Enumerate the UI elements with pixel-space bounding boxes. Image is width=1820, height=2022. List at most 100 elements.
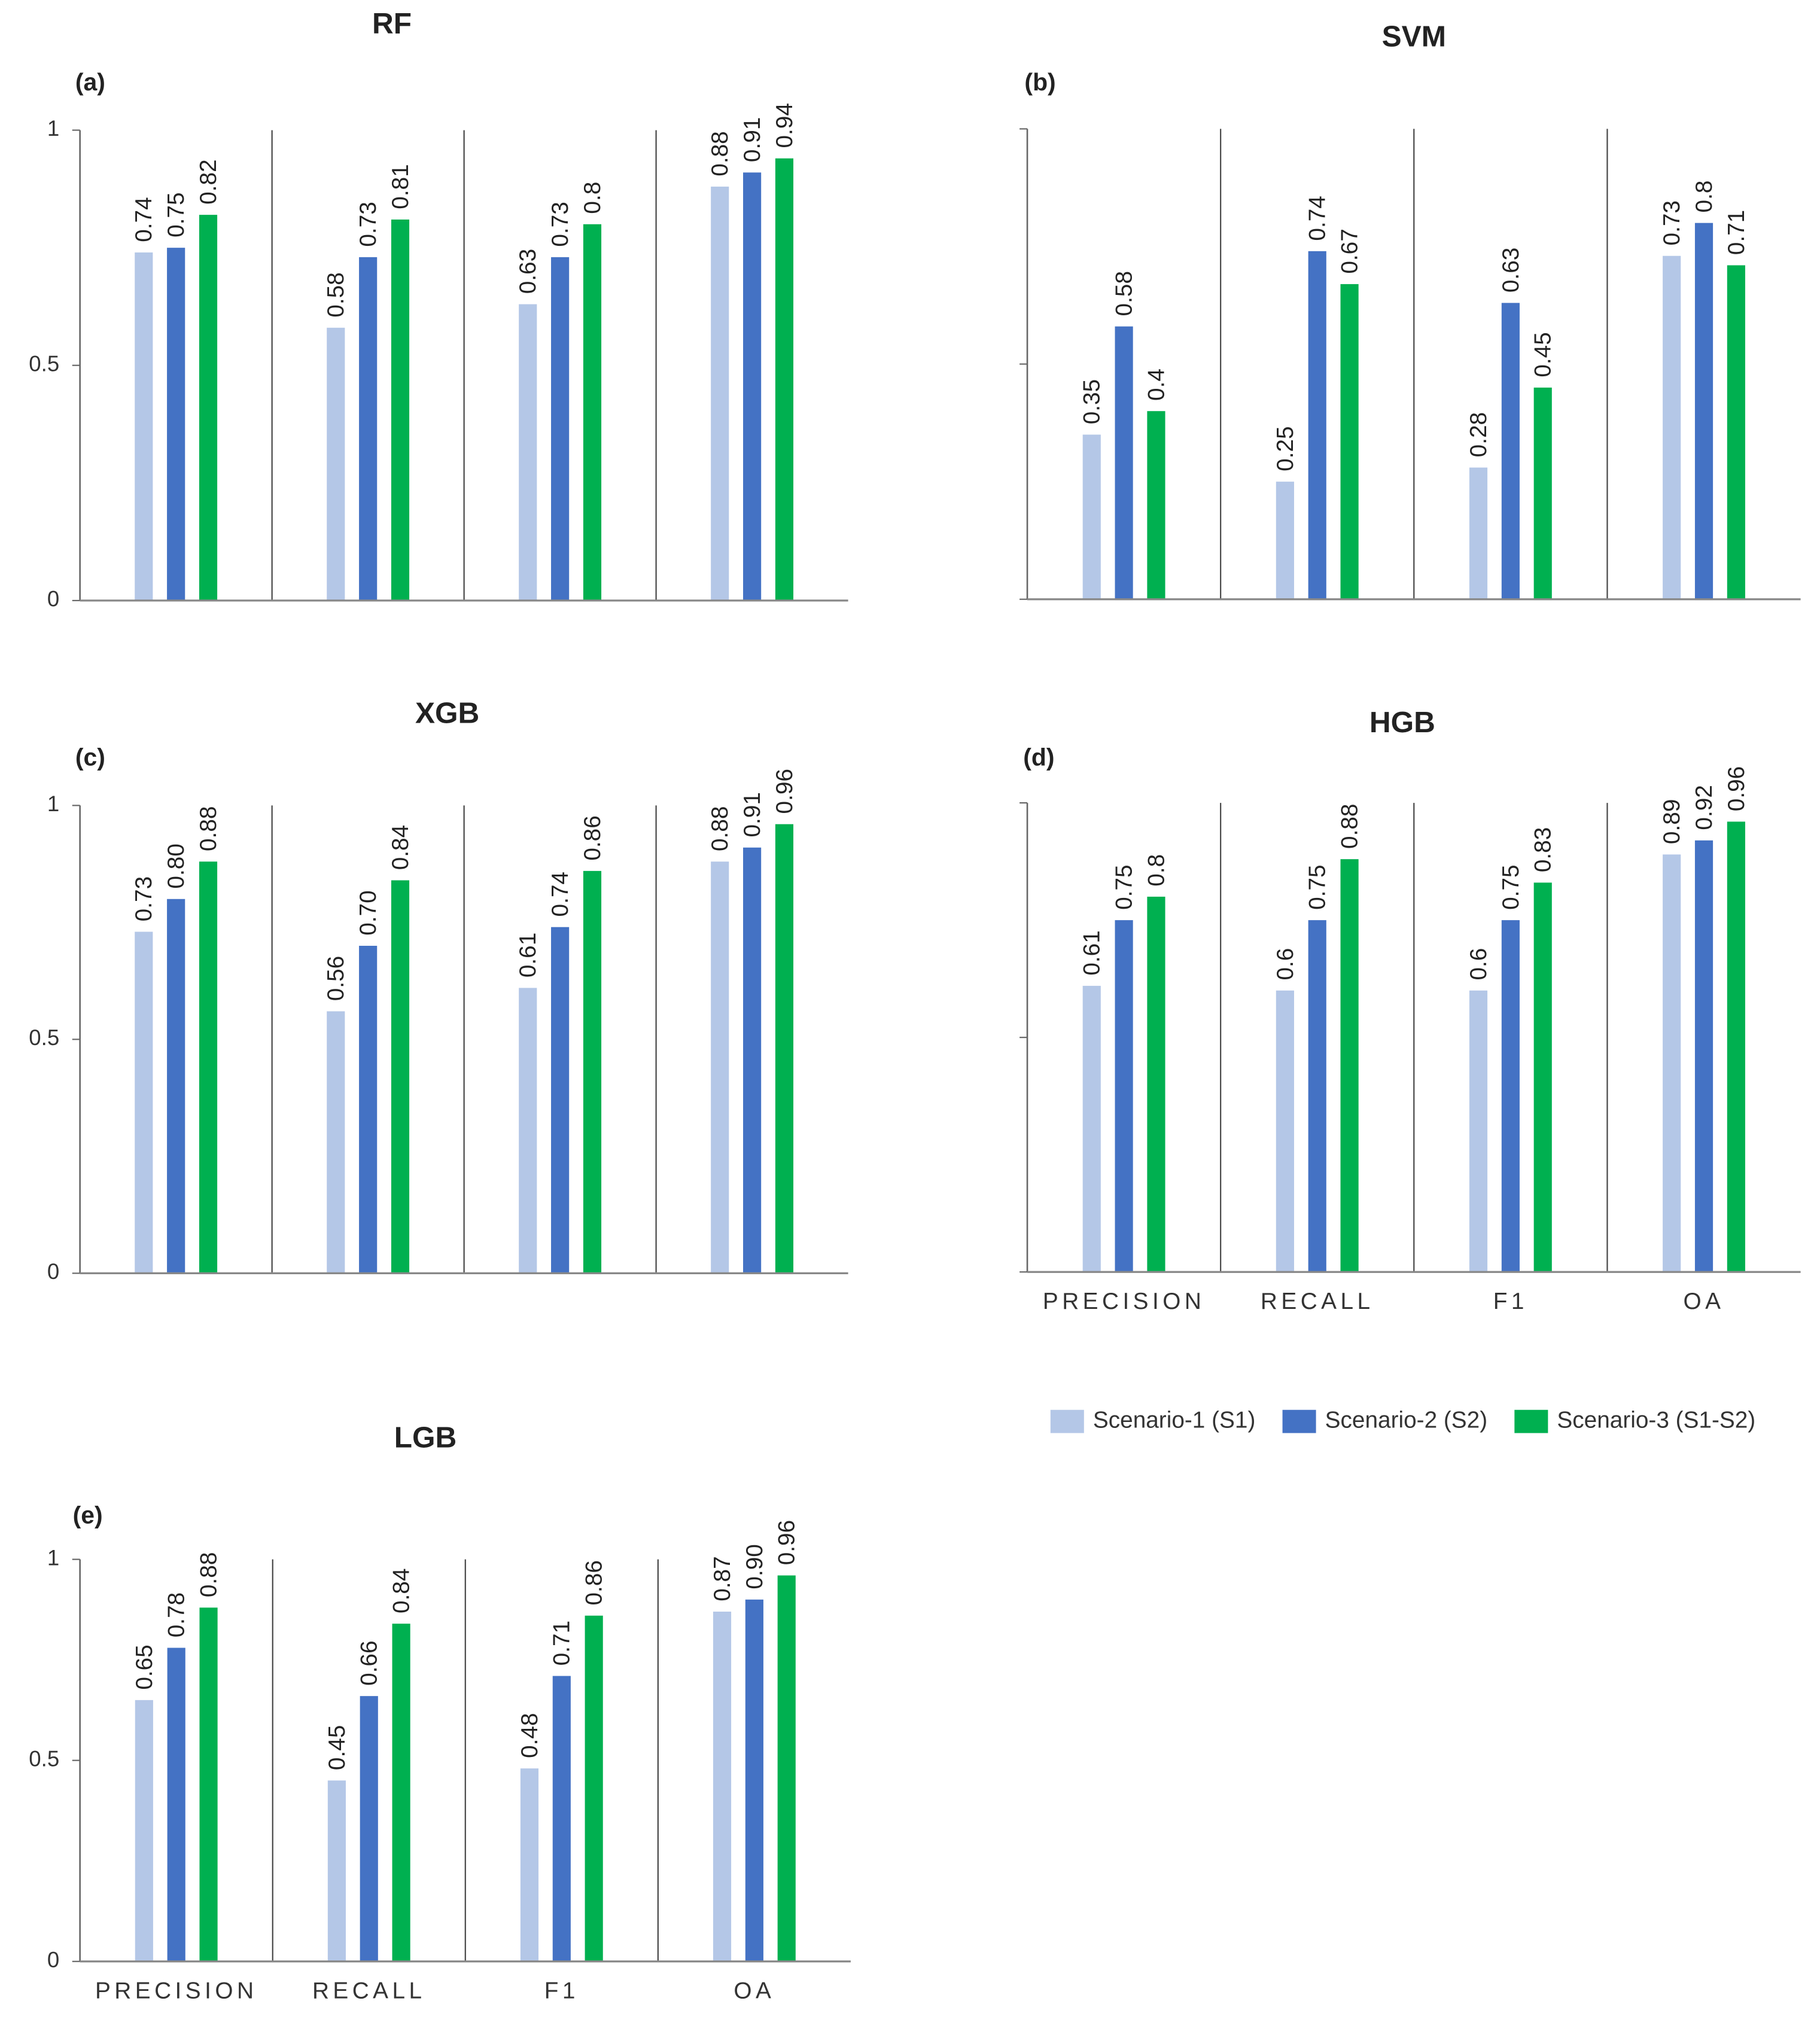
value-label: 0.25 (1273, 426, 1298, 471)
bar (1727, 821, 1745, 1272)
chart-title: XGB (415, 697, 479, 730)
bar (743, 172, 762, 601)
value-label: 0.73 (1659, 200, 1685, 245)
value-label: 0.56 (323, 956, 349, 1001)
bar (391, 219, 410, 601)
legend-swatch (1050, 1409, 1084, 1433)
value-label: 0.65 (132, 1645, 157, 1689)
value-label: 0.92 (1691, 785, 1717, 830)
bar (711, 186, 729, 601)
value-label: 0.45 (324, 1725, 350, 1770)
value-label: 0.61 (515, 933, 541, 977)
legend-label: Scenario-2 (S2) (1325, 1407, 1487, 1433)
panel-label: (a) (75, 68, 105, 96)
bar (1308, 251, 1326, 599)
legend-label: Scenario-1 (S1) (1093, 1407, 1255, 1433)
bar (1533, 387, 1552, 599)
legend-swatch (1514, 1409, 1548, 1433)
value-label: 0.88 (196, 806, 221, 851)
value-label: 0.8 (1691, 181, 1717, 213)
bar (551, 257, 570, 601)
bar (199, 1607, 218, 1962)
value-label: 0.6 (1466, 948, 1492, 980)
bar (583, 870, 602, 1274)
value-label: 0.74 (547, 872, 573, 916)
bar (1663, 255, 1681, 599)
value-label: 0.89 (1659, 799, 1685, 844)
value-label: 0.8 (1143, 854, 1169, 887)
value-label: 0.58 (323, 272, 349, 317)
panel-label: (d) (1023, 744, 1054, 771)
value-label: 0.84 (389, 1568, 415, 1613)
value-label: 0.6 (1273, 948, 1298, 980)
x-tick-label: F1 (1493, 1289, 1528, 1314)
value-label: 0.94 (772, 103, 798, 148)
value-label: 0.28 (1466, 412, 1492, 457)
value-label: 0.35 (1079, 379, 1105, 424)
x-tick-label: OA (1684, 1289, 1725, 1314)
panel-label: (b) (1024, 68, 1055, 96)
value-label: 0.88 (707, 806, 733, 851)
value-label: 0.87 (710, 1556, 735, 1601)
bar (713, 1612, 732, 1962)
y-tick-label: 1 (47, 791, 59, 816)
bar (1469, 467, 1488, 599)
value-label: 0.86 (580, 815, 605, 860)
value-label: 0.73 (355, 202, 381, 246)
value-label: 0.78 (164, 1592, 190, 1637)
value-label: 0.75 (163, 192, 189, 237)
y-tick-label: 0.5 (29, 1025, 59, 1050)
bar (777, 1575, 796, 1962)
y-tick-label: 0 (47, 1947, 59, 1972)
bar (135, 1700, 153, 1962)
bar (359, 945, 378, 1274)
value-label: 0.83 (1530, 827, 1556, 872)
bar (199, 861, 218, 1274)
value-label: 0.71 (549, 1621, 575, 1665)
value-label: 0.63 (515, 249, 541, 294)
value-label: 0.4 (1143, 369, 1169, 401)
value-label: 0.86 (582, 1560, 607, 1605)
bar (392, 1624, 410, 1962)
bar (519, 304, 537, 601)
x-tick-label: RECALL (1261, 1289, 1374, 1314)
bar (743, 847, 762, 1274)
bar (520, 1768, 539, 1962)
x-tick-label: OA (734, 1978, 775, 2004)
value-label: 0.88 (196, 1552, 221, 1597)
value-label: 0.71 (1724, 210, 1749, 255)
bar (1115, 920, 1133, 1272)
bar (1115, 326, 1133, 599)
bar (1340, 284, 1359, 599)
value-label: 0.75 (1112, 864, 1137, 909)
bar (1501, 303, 1520, 599)
value-label: 0.91 (739, 792, 765, 837)
value-label: 0.8 (580, 182, 605, 214)
legend-label: Scenario-3 (S1-S2) (1557, 1407, 1755, 1433)
value-label: 0.88 (707, 131, 733, 176)
bar (391, 880, 410, 1274)
value-label: 0.73 (131, 876, 157, 921)
value-label: 0.63 (1498, 248, 1524, 293)
bar (135, 931, 153, 1274)
value-label: 0.70 (355, 890, 381, 935)
value-label: 0.81 (388, 164, 413, 209)
y-tick-label: 1 (47, 116, 59, 141)
bar (1727, 265, 1745, 599)
value-label: 0.84 (388, 825, 413, 870)
value-label: 0.45 (1530, 332, 1556, 377)
legend-swatch (1282, 1409, 1316, 1433)
bar (1501, 920, 1520, 1272)
bar (1147, 896, 1165, 1272)
x-tick-label: PRECISION (95, 1978, 257, 2004)
value-label: 0.91 (739, 117, 765, 162)
value-label: 0.67 (1337, 229, 1363, 273)
value-label: 0.74 (131, 197, 157, 242)
bar (1533, 882, 1552, 1272)
panel-label: (c) (75, 744, 105, 771)
bar (1308, 920, 1326, 1272)
value-label: 0.88 (1337, 804, 1363, 849)
bar (775, 158, 794, 601)
